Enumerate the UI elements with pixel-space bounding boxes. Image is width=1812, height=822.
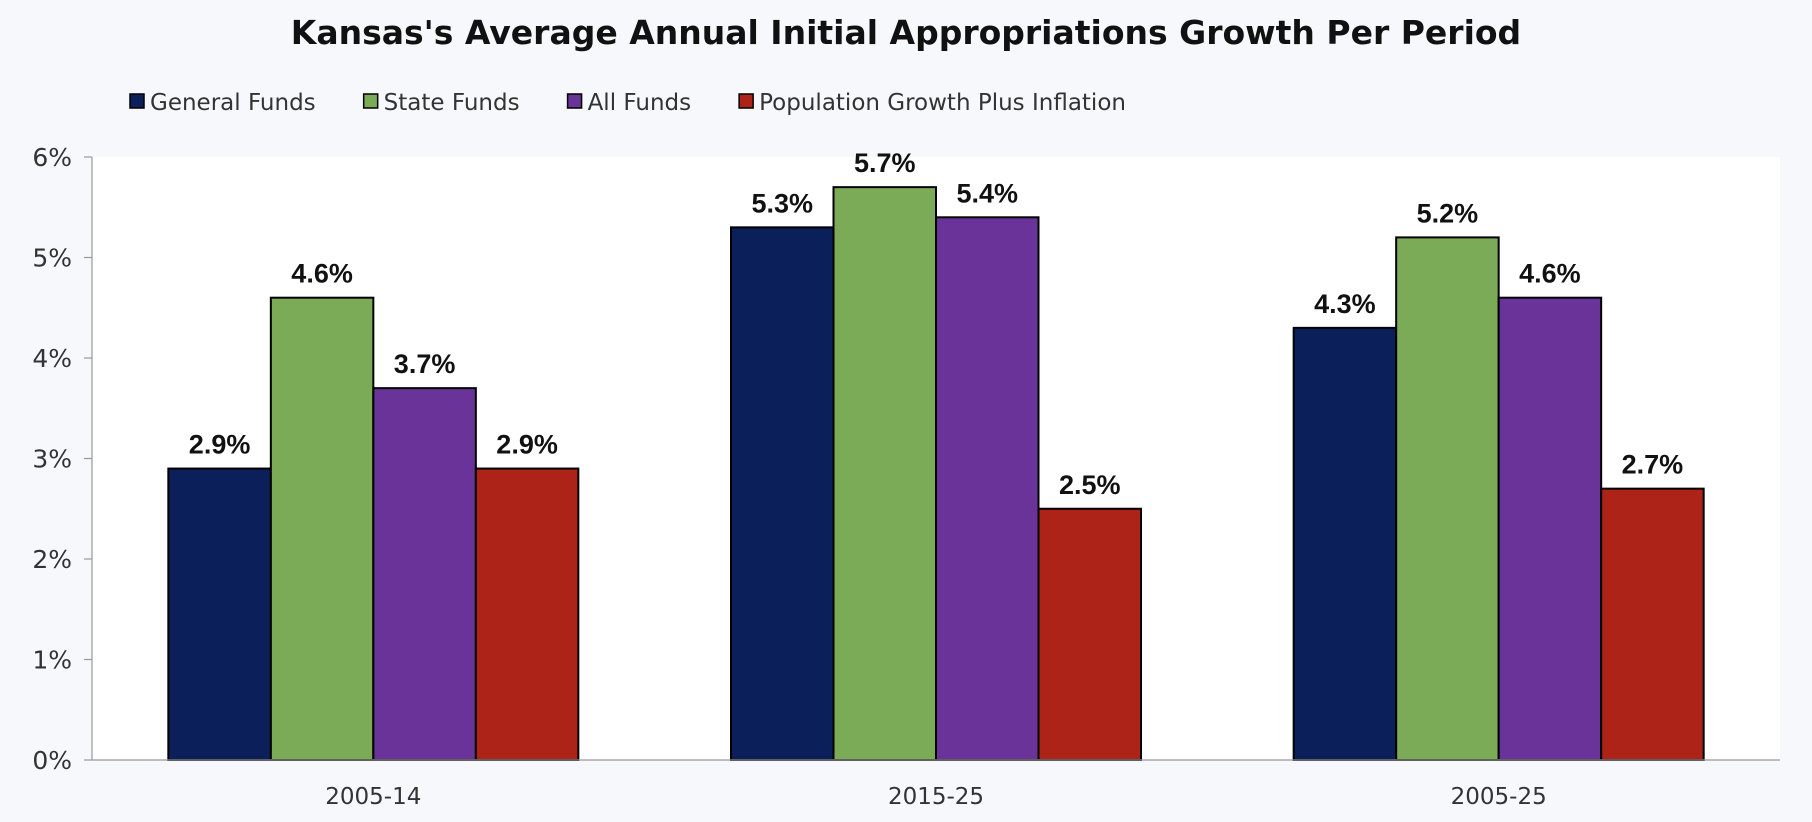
bar: [269, 296, 375, 761]
y-tick-label: 2%: [32, 545, 72, 574]
bar: [1292, 326, 1398, 761]
y-tick-label: 6%: [32, 143, 72, 172]
bar: [935, 216, 1040, 762]
bar: [1395, 236, 1500, 761]
bar: [474, 467, 580, 761]
chart-title: Kansas's Average Annual Initial Appropri…: [291, 13, 1521, 52]
data-label: 2.5%: [1059, 470, 1121, 500]
bar: [372, 387, 477, 761]
y-tick-label: 5%: [32, 244, 72, 273]
data-label: 4.3%: [1314, 289, 1376, 319]
y-tick-label: 0%: [32, 746, 72, 775]
data-label: 4.6%: [1519, 259, 1581, 289]
legend-label: All Funds: [588, 90, 692, 116]
data-label: 5.2%: [1417, 198, 1479, 228]
data-label: 2.9%: [496, 430, 558, 460]
y-tick-label: 4%: [32, 344, 72, 373]
legend-label: Population Growth Plus Inflation: [759, 90, 1126, 116]
data-label: 5.3%: [751, 188, 813, 218]
legend-label: General Funds: [150, 90, 316, 116]
x-tick-label: 2005-25: [1451, 784, 1547, 810]
y-tick-label: 1%: [32, 646, 72, 675]
bar: [730, 226, 835, 762]
bars: 2.9% 4.6% 3.7% 2.9% 5.3% 5.7% 5.4% 2.5% 4.3% 5.2%…: [167, 148, 1705, 762]
bar: [1037, 507, 1142, 761]
legend-label: State Funds: [384, 90, 520, 116]
legend: General Funds State Funds All Funds Populat…: [129, 90, 1126, 116]
y-tick-label: 3%: [32, 445, 72, 474]
data-label: 4.6%: [291, 259, 353, 289]
x-tick-label: 2005-14: [325, 784, 421, 810]
data-label: 2.9%: [189, 430, 251, 460]
legend-swatch: [566, 93, 583, 109]
data-label: 5.7%: [854, 148, 916, 178]
legend-swatch: [362, 93, 379, 109]
bar: [1497, 296, 1603, 761]
legend-swatch: [738, 93, 754, 109]
legend-swatch: [129, 93, 145, 109]
x-tick-label: 2015-25: [888, 784, 984, 810]
axes: 0% 1% 2% 3% 4% 5% 6% 2005-14 2015-25 2005-25: [32, 143, 1780, 810]
bar: [1600, 487, 1705, 761]
bar: [832, 186, 937, 761]
data-label: 3.7%: [394, 349, 456, 379]
bar: [167, 467, 272, 761]
data-label: 5.4%: [956, 178, 1018, 208]
data-label: 2.7%: [1622, 450, 1684, 480]
